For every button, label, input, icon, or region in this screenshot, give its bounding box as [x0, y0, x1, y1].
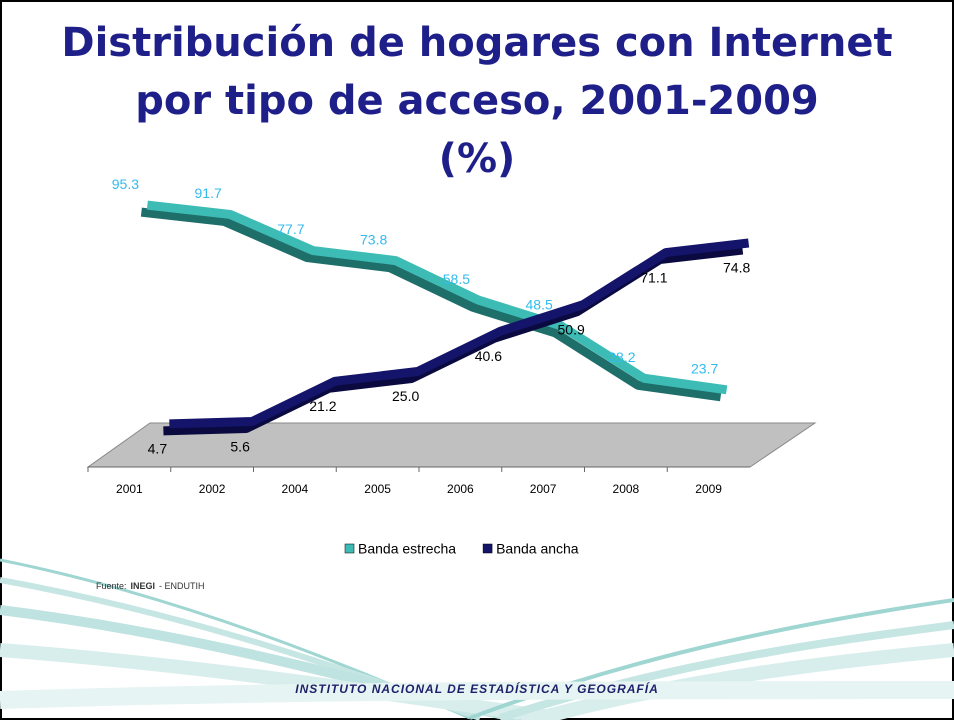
- data-label: 23.7: [691, 361, 718, 377]
- source-label: Fuente:: [96, 581, 127, 591]
- source-rest: - ENDUTIH: [159, 581, 205, 591]
- x-tick-label: 2009: [695, 482, 722, 496]
- page: {"chart_data": {"type": "line", "title":…: [0, 0, 954, 720]
- legend-swatch: [483, 544, 492, 553]
- data-label: 25.0: [392, 388, 419, 404]
- legend-label: Banda ancha: [496, 541, 579, 557]
- data-label: 4.7: [148, 441, 168, 457]
- x-tick-label: 2005: [364, 482, 391, 496]
- data-label: 73.8: [360, 231, 387, 247]
- legend-swatch: [345, 544, 354, 553]
- data-label: 95.3: [112, 176, 139, 192]
- x-tick-label: 2001: [116, 482, 143, 496]
- data-label: 74.8: [723, 260, 750, 276]
- source: Fuente: INEGI- ENDUTIH: [96, 581, 205, 591]
- data-label: 91.7: [195, 185, 222, 201]
- data-label: 21.2: [309, 398, 336, 414]
- x-tick-label: 2008: [613, 482, 640, 496]
- data-label: 48.5: [526, 297, 553, 313]
- data-label: 28.2: [608, 349, 635, 365]
- data-label: 58.5: [443, 271, 470, 287]
- data-label: 71.1: [640, 269, 667, 285]
- x-tick-label: 2006: [447, 482, 474, 496]
- footer: INSTITUTO NACIONAL DE ESTADÍSTICA Y GEOG…: [295, 681, 658, 696]
- data-label: 77.7: [277, 221, 304, 237]
- legend-label: Banda estrecha: [358, 541, 456, 557]
- chart-title: Distribución de hogares con Internet: [61, 20, 892, 66]
- slide: Distribución de hogares con Internet por …: [0, 0, 954, 720]
- x-tick-label: 2002: [199, 482, 226, 496]
- x-tick-label: 2007: [530, 482, 557, 496]
- data-label: 50.9: [558, 321, 585, 337]
- data-label: 40.6: [475, 348, 502, 364]
- chart-title: (%): [439, 136, 516, 182]
- chart-title: por tipo de acceso, 2001-2009: [135, 78, 819, 124]
- source-org: INEGI: [131, 581, 156, 591]
- x-tick-label: 2004: [282, 482, 309, 496]
- data-label: 5.6: [230, 438, 250, 454]
